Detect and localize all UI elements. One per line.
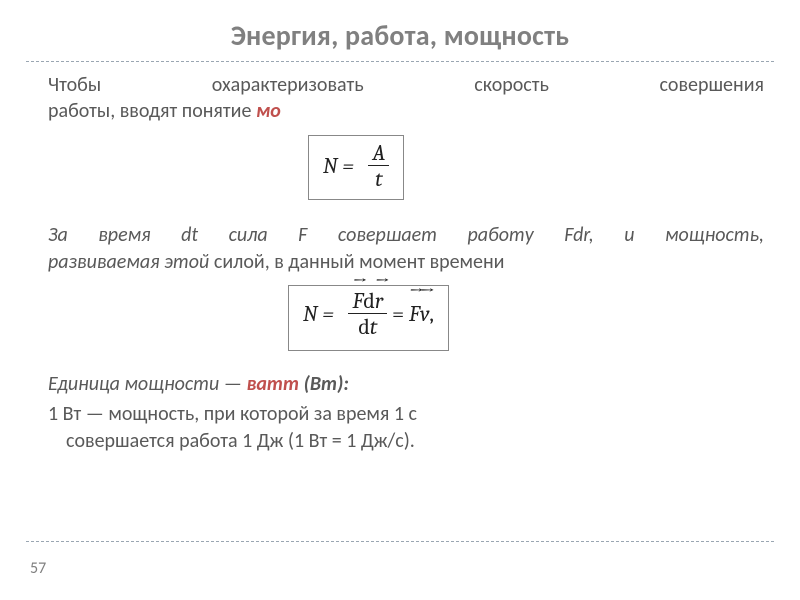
- formula-2-num: →Fd→r: [348, 290, 387, 314]
- formula-1-frac: A t: [368, 142, 389, 194]
- formula-1-wrap: N = A t: [48, 125, 764, 215]
- para2-l2-pre: развиваемая этой: [48, 250, 214, 274]
- def-line-2: совершается работа 1 Дж (1 Вт = 1 Дж/с).: [48, 428, 764, 454]
- title-rule: [26, 61, 774, 62]
- formula-2-lhs: N =: [303, 301, 334, 327]
- formula-2: N = →Fd→r dt = →F→v,: [288, 285, 449, 351]
- intro-highlight: мо: [256, 99, 281, 123]
- slide: Энергия, работа, мощность Чтобы охаракте…: [0, 0, 800, 600]
- arrow-icon: →: [420, 287, 429, 296]
- formula-2-wrap: N = →Fd→r dt = →F→v,: [48, 275, 764, 365]
- formula-1-lhs: N =: [323, 153, 354, 179]
- unit-pre: Единица мощности —: [48, 372, 246, 396]
- formula-2-den-d: d: [358, 314, 369, 340]
- para2-pre: За время: [48, 223, 181, 247]
- para2-tail: , и мощность,: [589, 223, 764, 247]
- formula-2-den-t: t: [370, 314, 377, 340]
- formula-2-tail: ,: [429, 301, 434, 327]
- intro-line-2-pre: работы, вводят понятие: [48, 99, 256, 123]
- vec-v-rhs: →v: [420, 300, 429, 329]
- vec-F-rhs-sym: F: [409, 301, 420, 327]
- para2-dt: dt: [181, 223, 198, 247]
- vec-F-rhs: →F: [409, 300, 420, 329]
- formula-1-num: A: [368, 142, 389, 166]
- formula-2-eq: =: [392, 301, 409, 327]
- unit-tail: (Вт):: [299, 372, 349, 396]
- body-content: Чтобы охарактеризовать скорость совершен…: [0, 72, 800, 454]
- vec-F-num: →F: [352, 290, 363, 313]
- vec-r-num: →r: [375, 290, 383, 313]
- footer-rule: [26, 541, 774, 542]
- para2-mid: сила: [198, 223, 298, 247]
- para2-Fdr: Fdr: [564, 223, 589, 247]
- intro-line-2: работы, вводят понятие мо: [48, 98, 764, 124]
- unit-line: Единица мощности — ватт (Вт):: [48, 371, 764, 397]
- formula-2-frac: →Fd→r dt: [348, 290, 387, 342]
- vec-v-rhs-sym: v: [420, 301, 429, 327]
- formula-2-num-d: d: [363, 288, 374, 314]
- arrow-icon: →: [352, 277, 363, 286]
- formula-2-den: dt: [348, 314, 387, 342]
- arrow-icon: →: [375, 277, 383, 286]
- para2-F: F: [298, 223, 307, 247]
- para2-line-1: За время dt сила F совершает работу Fdr,…: [48, 222, 764, 248]
- def-line-1: 1 Вт — мощность, при которой за время 1 …: [48, 401, 764, 427]
- formula-1-den: t: [368, 166, 389, 194]
- para2-mid2: совершает работу: [307, 223, 564, 247]
- page-number: 57: [30, 559, 46, 578]
- formula-1: N = A t: [308, 135, 404, 201]
- para2-line-2: развиваемая этой силой, в данный момент …: [48, 249, 764, 275]
- arrow-icon: →: [409, 287, 420, 296]
- intro-line-1: Чтобы охарактеризовать скорость совершен…: [48, 72, 764, 98]
- unit-highlight: ватт: [246, 372, 299, 396]
- page-title: Энергия, работа, мощность: [0, 0, 800, 61]
- vec-F-num-sym: F: [352, 288, 363, 314]
- vec-r-num-sym: r: [375, 288, 383, 314]
